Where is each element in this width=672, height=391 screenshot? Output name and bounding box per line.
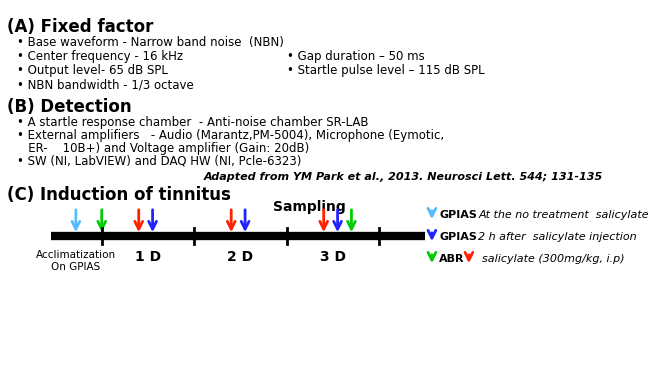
Text: • Startle pulse level – 115 dB SPL: • Startle pulse level – 115 dB SPL <box>287 64 485 77</box>
Text: 2 D: 2 D <box>227 250 253 264</box>
Text: Acclimatization
On GPIAS: Acclimatization On GPIAS <box>36 250 116 272</box>
Text: • Gap duration – 50 ms: • Gap duration – 50 ms <box>287 50 425 63</box>
Text: At the no treatment  salicylate: At the no treatment salicylate <box>478 210 648 220</box>
Text: • Output level- 65 dB SPL: • Output level- 65 dB SPL <box>17 64 167 77</box>
Text: • A startle response chamber  - Anti-noise chamber SR-LAB: • A startle response chamber - Anti-nois… <box>17 116 368 129</box>
Text: ER-    10B+) and Voltage amplifier (Gain: 20dB): ER- 10B+) and Voltage amplifier (Gain: 2… <box>17 142 309 155</box>
Text: • NBN bandwidth - 1/3 octave: • NBN bandwidth - 1/3 octave <box>17 78 194 91</box>
Text: 1 D: 1 D <box>135 250 161 264</box>
Text: GPIAS: GPIAS <box>439 210 477 220</box>
Text: (B) Detection: (B) Detection <box>7 98 132 116</box>
Text: Adapted from YM Park et al., 2013. Neurosci Lett. 544; 131-135: Adapted from YM Park et al., 2013. Neuro… <box>204 172 603 182</box>
Text: salicylate (300mg/kg, i.p): salicylate (300mg/kg, i.p) <box>482 254 624 264</box>
Text: ABR: ABR <box>439 254 465 264</box>
Text: • Base waveform - Narrow band noise  (NBN): • Base waveform - Narrow band noise (NBN… <box>17 36 284 49</box>
Text: (C) Induction of tinnitus: (C) Induction of tinnitus <box>7 186 231 204</box>
Text: GPIAS: GPIAS <box>439 232 477 242</box>
Text: • SW (NI, LabVIEW) and DAQ HW (NI, Pcle-6323): • SW (NI, LabVIEW) and DAQ HW (NI, Pcle-… <box>17 155 301 168</box>
Text: • Center frequency - 16 kHz: • Center frequency - 16 kHz <box>17 50 183 63</box>
Text: 2 h after  salicylate injection: 2 h after salicylate injection <box>478 232 637 242</box>
Text: 3 D: 3 D <box>320 250 346 264</box>
Text: • External amplifiers   - Audio (Marantz,PM-5004), Microphone (Eymotic,: • External amplifiers - Audio (Marantz,P… <box>17 129 444 142</box>
Text: (A) Fixed factor: (A) Fixed factor <box>7 18 154 36</box>
Text: Sampling: Sampling <box>274 200 346 214</box>
